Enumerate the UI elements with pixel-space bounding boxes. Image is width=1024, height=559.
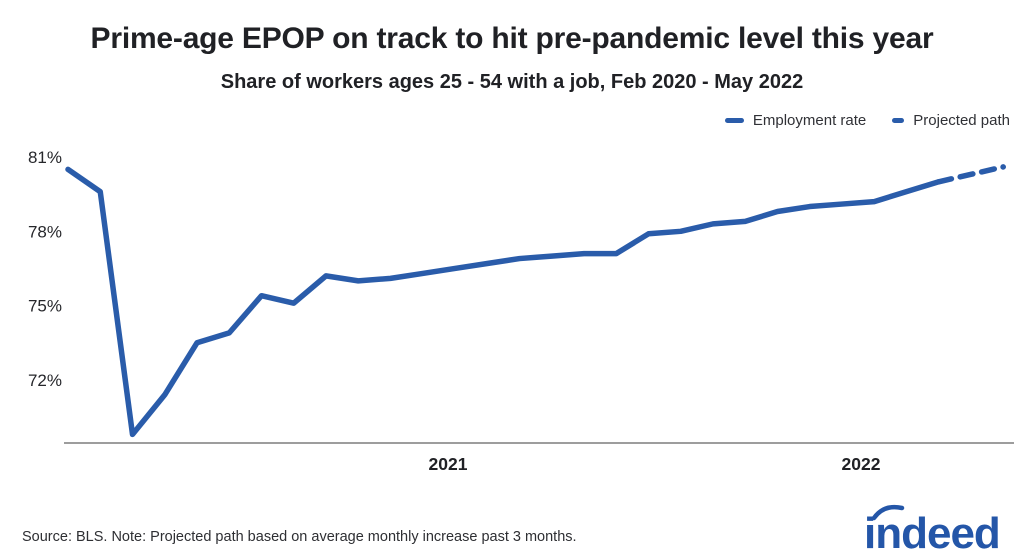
source-note: Source: BLS. Note: Projected path based … bbox=[22, 529, 577, 545]
legend-item-projected-path: Projected path bbox=[892, 112, 1010, 129]
indeed-logo-text: indeed bbox=[864, 509, 1000, 556]
chart-title: Prime-age EPOP on track to hit pre-pande… bbox=[90, 22, 934, 55]
y-tick-label-78%: 78% bbox=[28, 222, 62, 241]
x-tick-label-2021: 2021 bbox=[429, 454, 468, 474]
epop-line-chart: 81% 78% 75% 72% 2021 2022 bbox=[28, 148, 1014, 474]
solid-line-swatch-icon bbox=[724, 118, 744, 123]
y-tick-label-72%: 72% bbox=[28, 371, 62, 390]
y-tick-label-81%: 81% bbox=[28, 148, 62, 167]
legend-label-projected-path: Projected path bbox=[913, 112, 1010, 129]
legend-item-employment-rate: Employment rate bbox=[724, 112, 867, 129]
projected-path-line bbox=[936, 164, 1006, 185]
dashed-line-swatch-icon bbox=[892, 118, 905, 123]
y-tick-label-75%: 75% bbox=[28, 297, 62, 316]
chart-subtitle: Share of workers ages 25 - 54 with a job… bbox=[220, 71, 804, 93]
indeed-logo: indeed bbox=[862, 500, 1012, 559]
legend-label-employment-rate: Employment rate bbox=[752, 112, 867, 129]
employment-rate-line bbox=[65, 166, 942, 438]
indeed-logo-svg: indeed bbox=[864, 504, 1001, 558]
indeed-logo-accent-icon bbox=[871, 504, 905, 521]
x-tick-label-2022: 2022 bbox=[842, 454, 881, 474]
chart-legend: Employment rate Projected path bbox=[724, 112, 1010, 129]
